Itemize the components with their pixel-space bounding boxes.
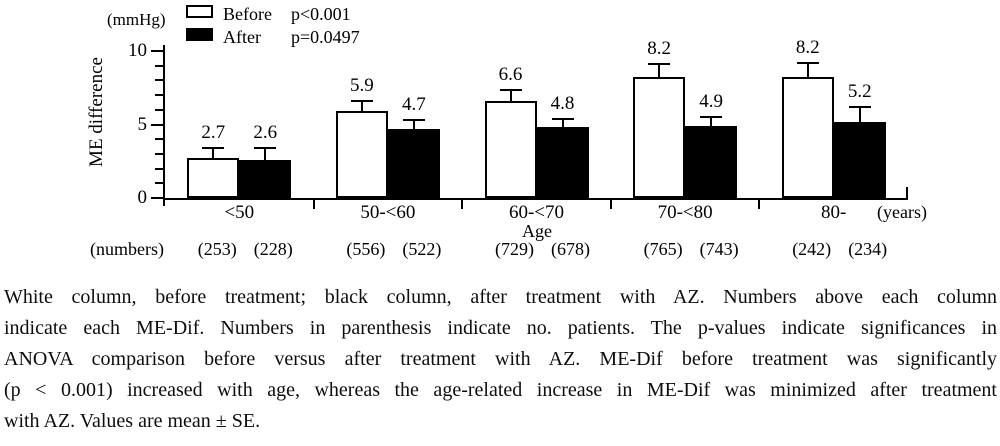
x-axis-unit-label: (years) <box>877 202 927 222</box>
patient-count: (228) <box>253 239 293 259</box>
caption-line: indicate each ME-Dif. Numbers in parenth… <box>4 317 997 339</box>
p-value-before: p<0.001 <box>291 4 351 24</box>
numbers-row-label: (numbers) <box>90 239 164 259</box>
x-tick <box>461 200 464 209</box>
bar-after <box>387 128 440 198</box>
y-tick <box>151 197 163 199</box>
x-category-label: 80- <box>821 202 847 223</box>
y-tick <box>155 182 163 185</box>
error-bar-cap <box>402 119 425 122</box>
caption-line: with AZ. Values are mean ± SE. <box>4 410 261 432</box>
error-bar-line <box>509 89 512 101</box>
bar-after <box>239 159 292 198</box>
bar-after <box>536 127 589 198</box>
x-tick <box>758 200 761 209</box>
patient-count: (234) <box>848 239 888 259</box>
error-bar-cap <box>700 116 723 119</box>
bar-before <box>335 111 388 198</box>
error-bar-line <box>710 117 713 126</box>
x-category-label: 70-<80 <box>657 202 713 223</box>
x-category-label: 60-<70 <box>508 202 565 223</box>
error-bar-line <box>806 62 809 78</box>
patient-count: (729) <box>495 239 534 259</box>
x-tick <box>609 200 612 209</box>
x-axis-title: Age <box>522 221 552 241</box>
y-axis-line <box>163 45 165 206</box>
bar-value-label: 4.9 <box>699 91 723 113</box>
x-tick <box>312 200 315 209</box>
patient-count: (253) <box>197 239 237 259</box>
bar-value-label: 6.6 <box>498 63 523 85</box>
error-bar-line <box>212 148 215 159</box>
bar-value-label: 8.2 <box>795 36 820 58</box>
bar-before <box>781 77 834 198</box>
patient-count: (678) <box>551 239 590 259</box>
y-tick-label: 0 <box>137 187 148 208</box>
y-tick <box>155 64 163 67</box>
patient-count: (556) <box>346 239 386 259</box>
error-bar-line <box>658 64 661 78</box>
error-bar-cap <box>350 99 373 102</box>
error-bar-line <box>858 106 861 122</box>
error-bar-cap <box>648 63 671 66</box>
y-tick <box>151 123 163 126</box>
patient-count: (522) <box>402 239 442 259</box>
error-bar-line <box>360 100 363 112</box>
y-tick <box>155 152 163 155</box>
legend-label-before: Before <box>223 4 272 24</box>
caption-line: White column, before treatment; black co… <box>4 286 997 308</box>
patient-count: (765) <box>643 239 683 259</box>
x-axis-line <box>163 198 908 200</box>
legend-label-after: After <box>223 27 261 47</box>
y-tick <box>155 138 163 141</box>
patient-count: (743) <box>699 239 739 259</box>
bar-value-label: 5.2 <box>847 80 872 102</box>
bar-value-label: 4.8 <box>550 92 575 114</box>
y-tick <box>155 167 163 170</box>
caption-line: (p < 0.001) increased with age, whereas … <box>4 379 997 401</box>
error-bar-cap <box>254 147 277 150</box>
bar-value-label: 2.7 <box>201 122 226 144</box>
y-tick-label: 5 <box>137 113 148 135</box>
error-bar-cap <box>499 88 522 91</box>
bar-value-label: 2.6 <box>253 122 278 144</box>
y-axis-title: ME difference <box>86 57 107 167</box>
bar-after <box>685 125 738 198</box>
bar-value-label: 4.7 <box>402 94 426 116</box>
x-axis-end-cap <box>906 187 908 198</box>
legend-swatch-before <box>186 5 213 18</box>
bar-value-label: 5.9 <box>350 74 374 96</box>
y-tick <box>155 94 163 97</box>
y-axis-unit-label: (mmHg) <box>107 10 166 29</box>
x-category-label: 50-<60 <box>360 202 416 223</box>
y-tick <box>155 108 163 111</box>
p-value-after: p=0.0497 <box>291 27 360 47</box>
error-bar-line <box>412 120 415 129</box>
error-bar-cap <box>202 147 225 150</box>
error-bar-cap <box>796 61 819 64</box>
bar-before <box>187 158 240 198</box>
y-tick <box>151 50 163 52</box>
error-bar-line <box>264 148 267 160</box>
x-category-label: <50 <box>224 202 255 223</box>
figure-caption: White column, before treatment; black co… <box>4 282 997 437</box>
bar-before <box>484 100 537 198</box>
error-bar-cap <box>848 105 871 108</box>
y-tick <box>155 79 163 82</box>
legend-swatch-after <box>186 28 213 41</box>
bar-after <box>833 121 886 198</box>
error-bar-cap <box>551 117 574 120</box>
caption-line: ANOVA comparison before versus after tre… <box>4 348 997 370</box>
error-bar-line <box>561 118 564 128</box>
bar-before <box>633 77 686 198</box>
patient-count: (242) <box>792 239 832 259</box>
y-tick-label: 10 <box>128 40 147 61</box>
bar-value-label: 8.2 <box>647 38 671 60</box>
